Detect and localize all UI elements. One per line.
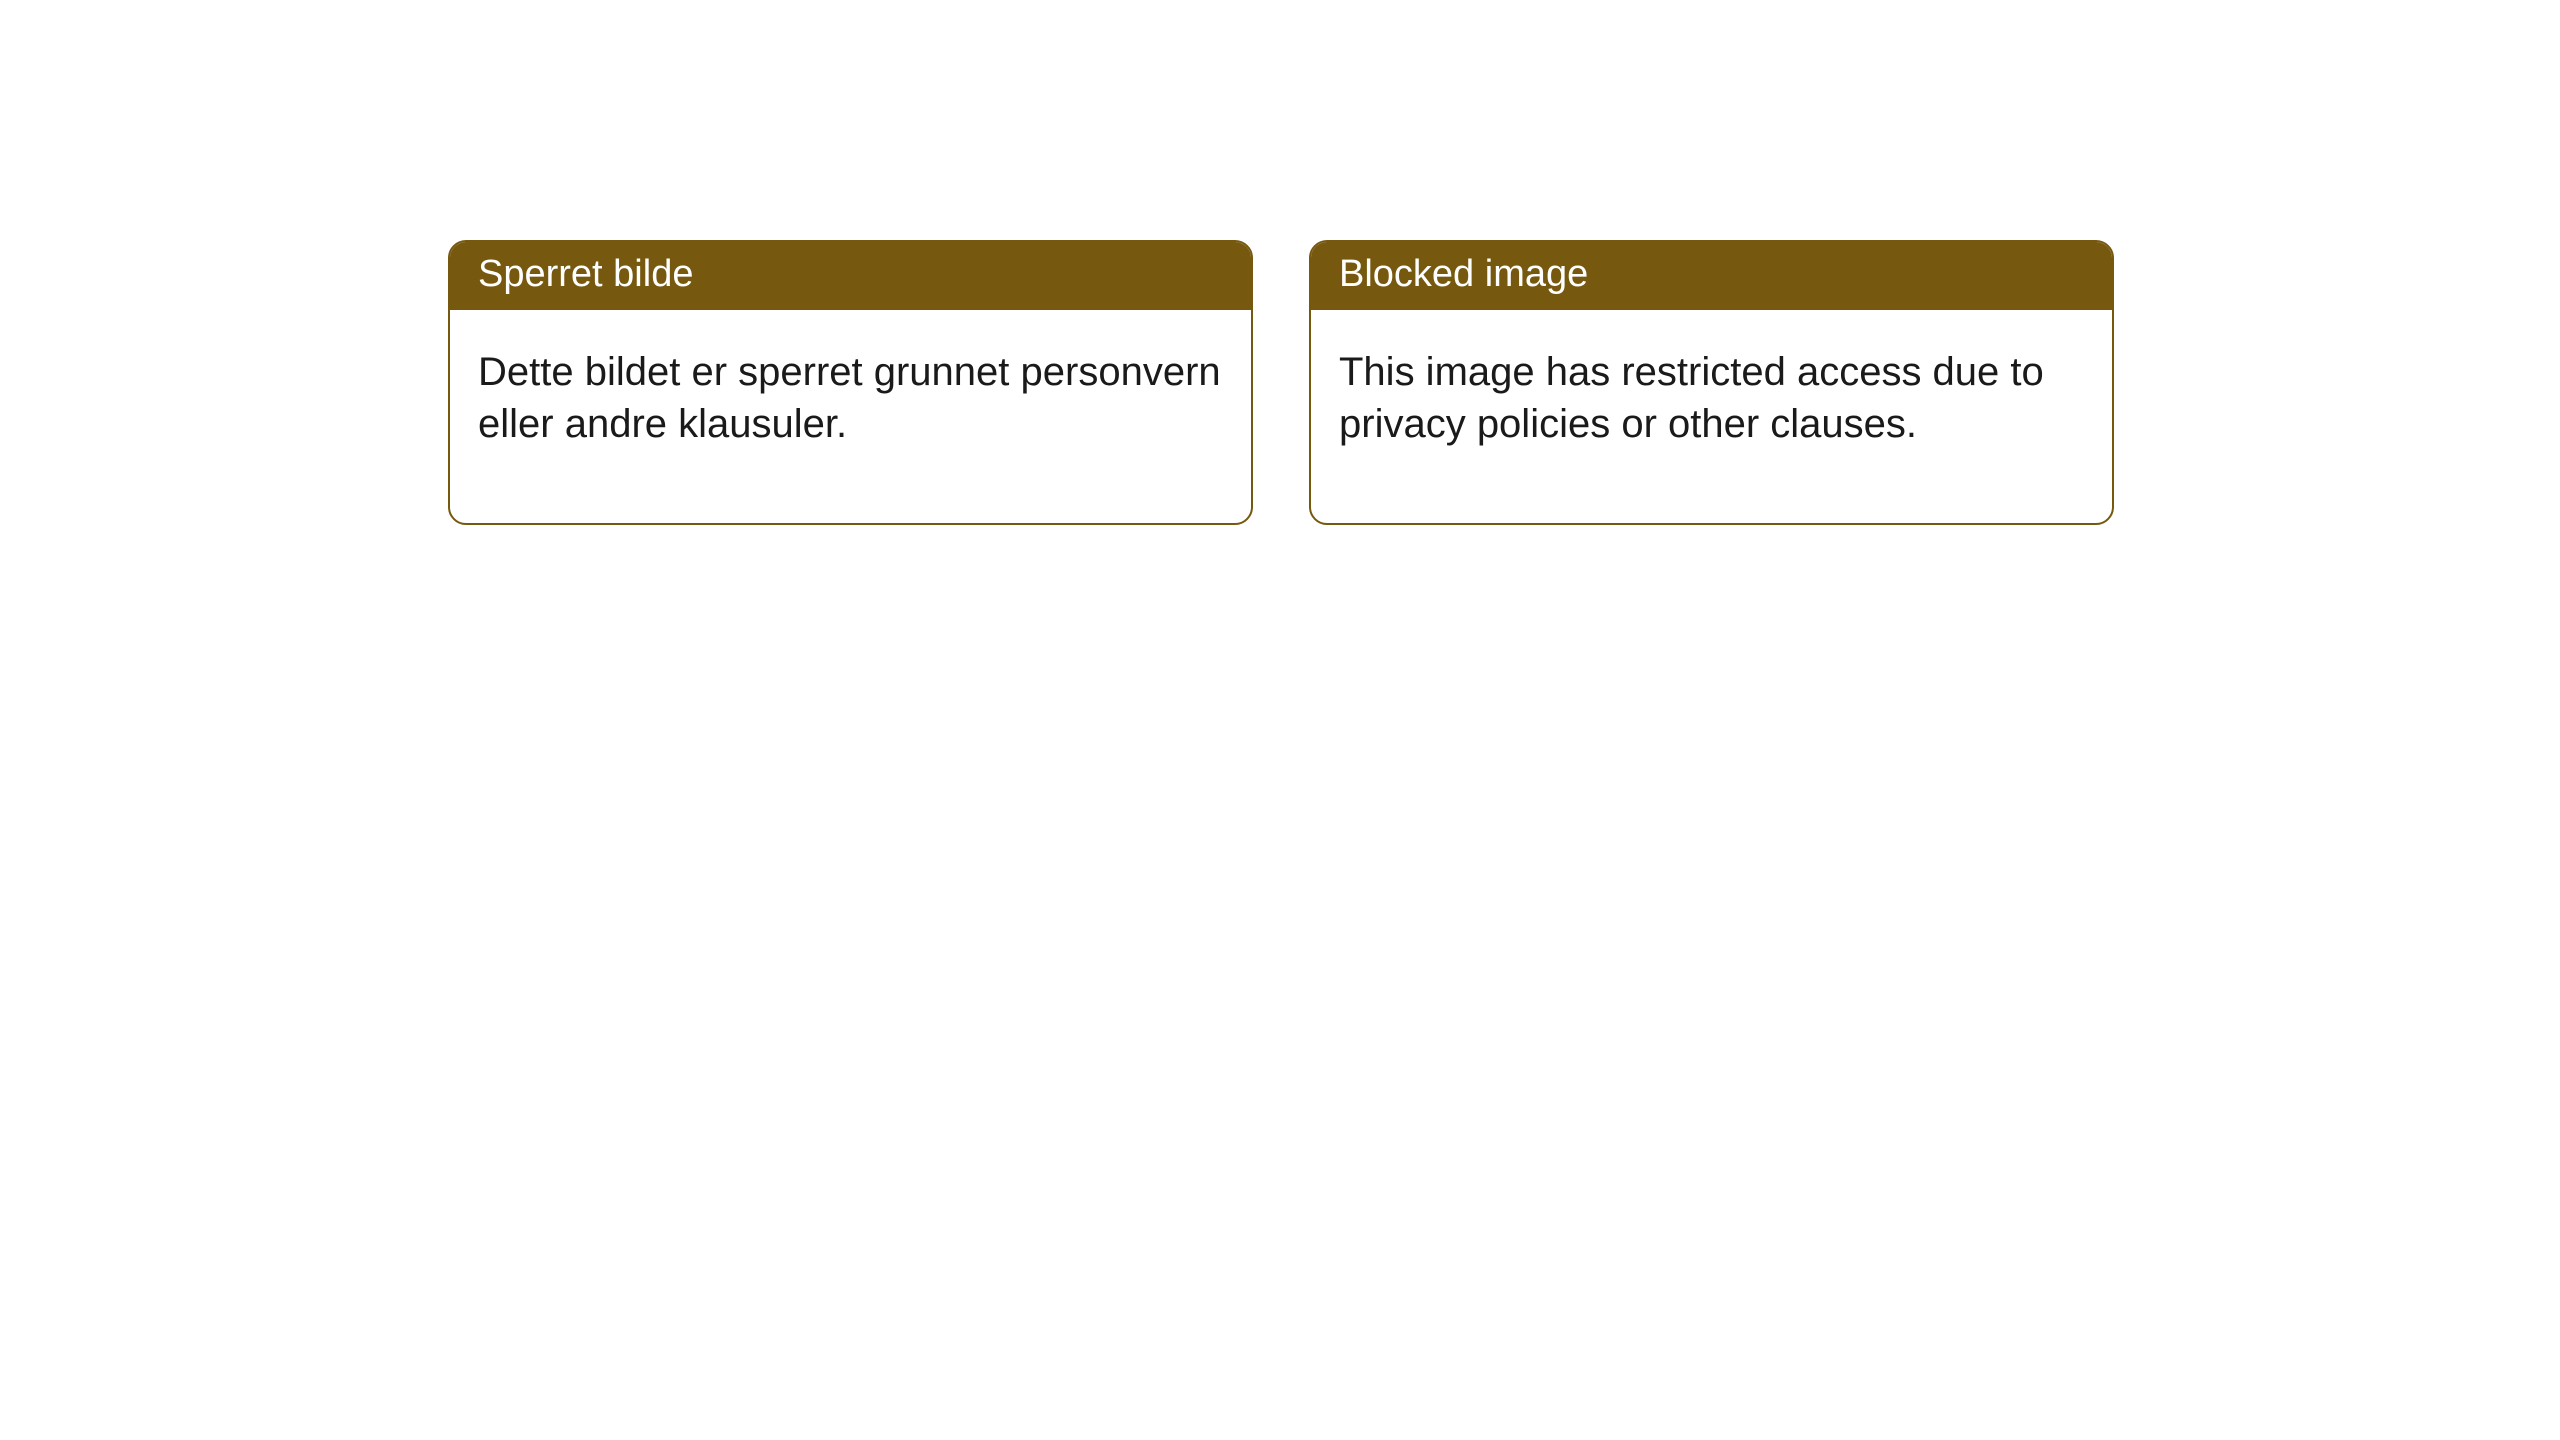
notice-title: Sperret bilde <box>478 253 693 295</box>
notice-title: Blocked image <box>1339 253 1588 295</box>
notice-card-body: Dette bildet er sperret grunnet personve… <box>450 310 1251 524</box>
notice-body-text: This image has restricted access due to … <box>1339 350 2044 447</box>
notice-body-text: Dette bildet er sperret grunnet personve… <box>478 350 1221 447</box>
notice-card-header: Sperret bilde <box>450 242 1251 310</box>
notice-card-body: This image has restricted access due to … <box>1311 310 2112 524</box>
notice-card-norwegian: Sperret bilde Dette bildet er sperret gr… <box>448 240 1253 525</box>
notice-card-header: Blocked image <box>1311 242 2112 310</box>
notice-container: Sperret bilde Dette bildet er sperret gr… <box>0 0 2560 525</box>
notice-card-english: Blocked image This image has restricted … <box>1309 240 2114 525</box>
